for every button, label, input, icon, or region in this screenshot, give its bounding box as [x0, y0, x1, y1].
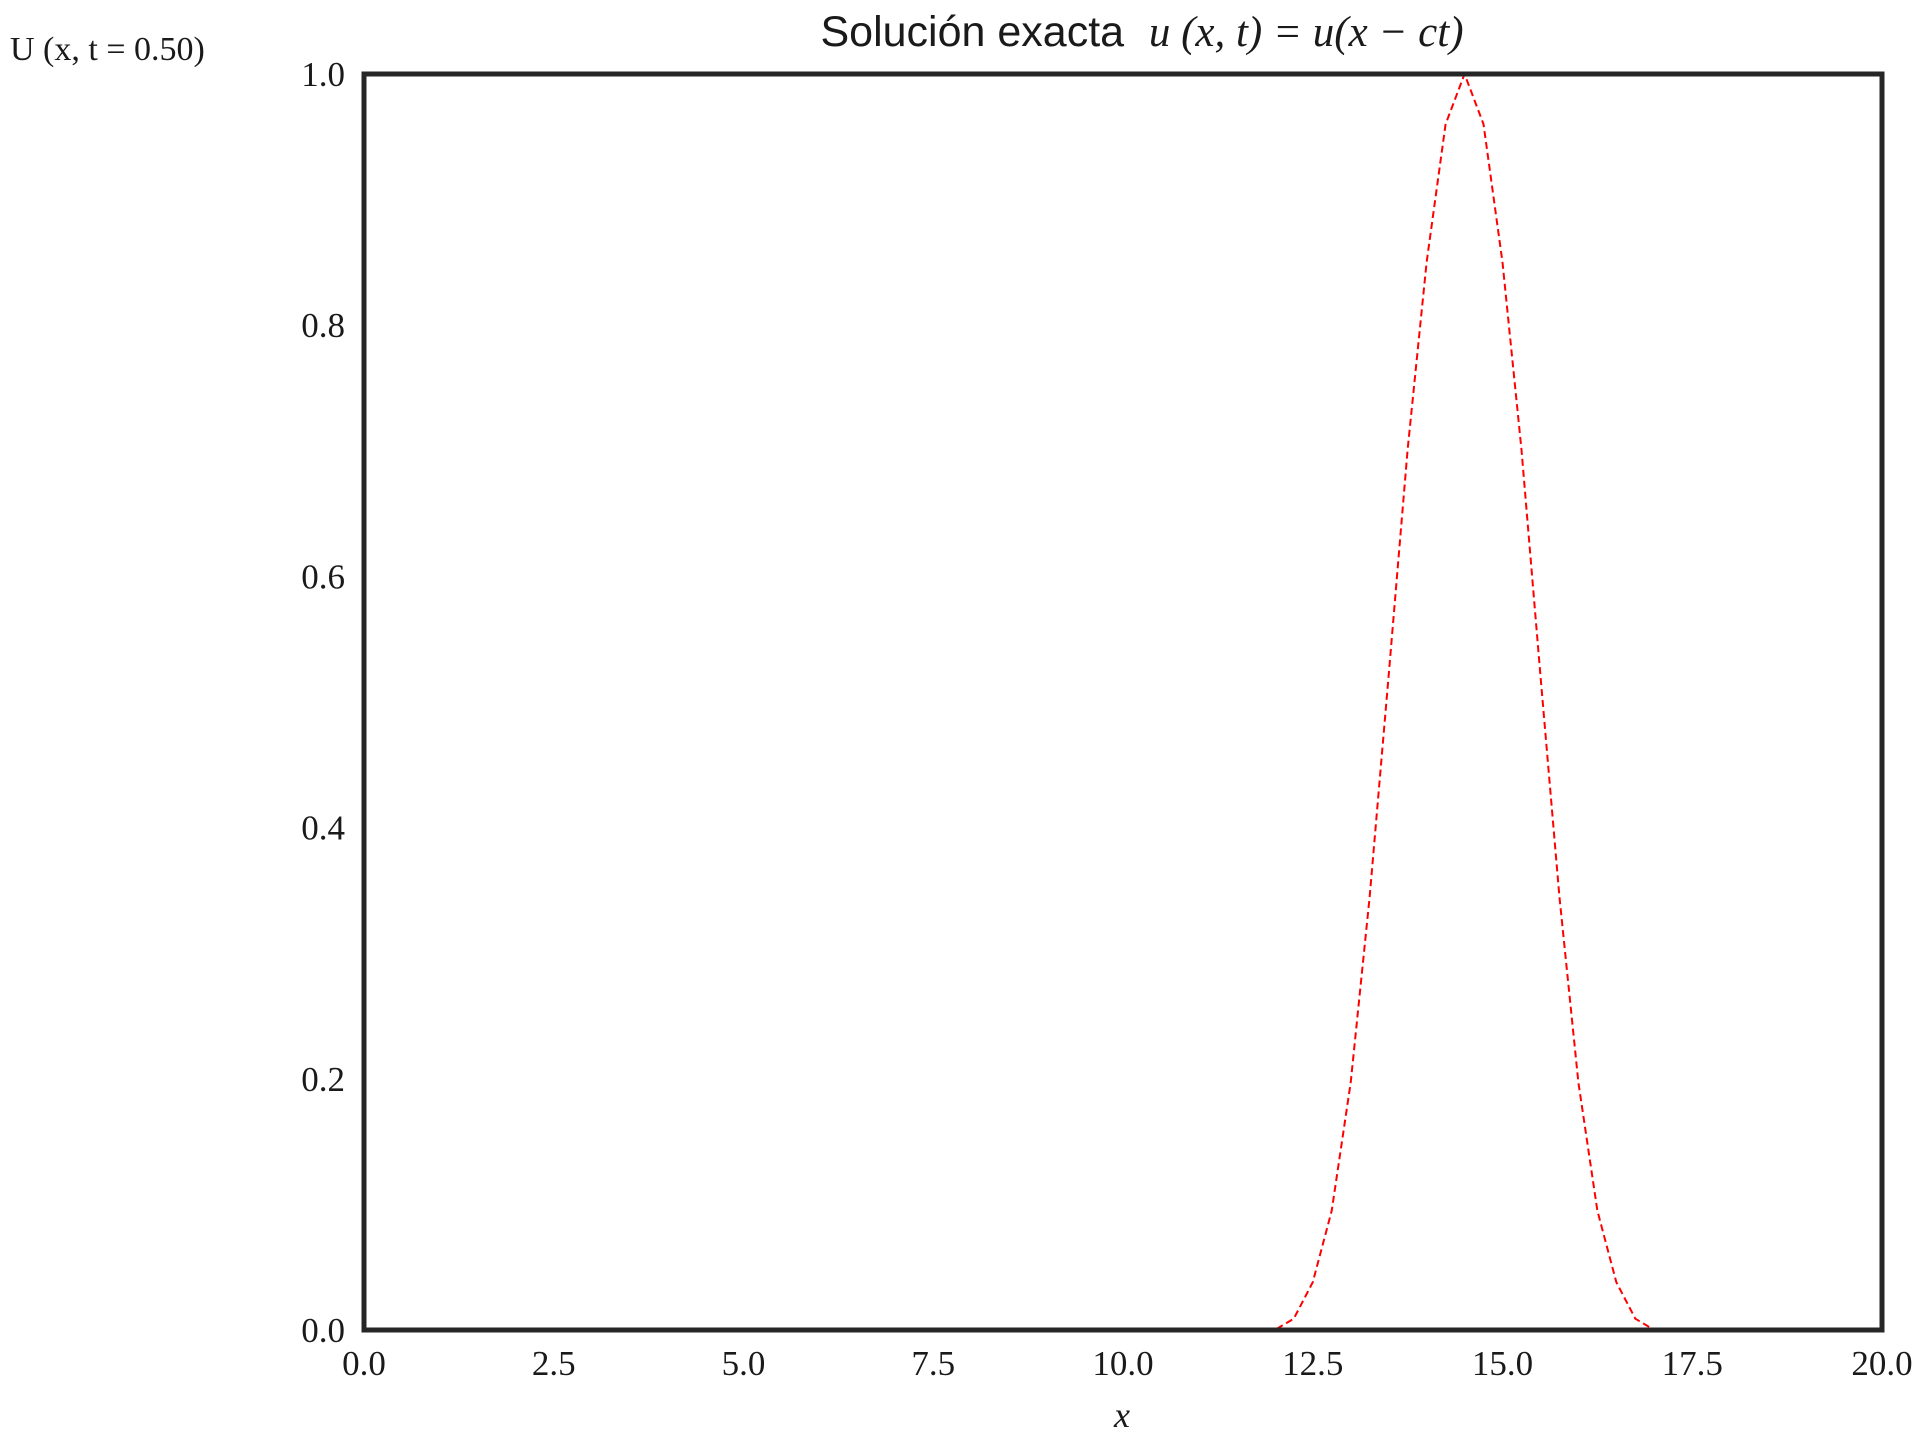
y-tick-label: 1.0 [301, 55, 345, 94]
x-tick-label: 5.0 [722, 1344, 766, 1383]
x-tick-label: 2.5 [532, 1344, 576, 1383]
x-tick-label: 15.0 [1472, 1344, 1533, 1383]
plot-area [364, 74, 1882, 1330]
chart-title-math: u (x, t) = u(x − ct) [1149, 9, 1464, 56]
x-tick-label: 0.0 [342, 1344, 386, 1383]
y-tick-label: 0.2 [301, 1060, 345, 1099]
plot-frame [361, 71, 1885, 1333]
y-tick-labels: 0.0 0.2 0.4 0.6 0.8 1.0 [301, 55, 345, 1350]
x-axis-label: x [1113, 1395, 1130, 1435]
x-tick-label: 17.5 [1662, 1344, 1723, 1383]
y-tick-label: 0.8 [301, 306, 345, 345]
x-tick-label: 10.0 [1092, 1344, 1153, 1383]
y-tick-label: 0.0 [301, 1311, 345, 1350]
chart-title-text: Solución exacta [820, 8, 1124, 56]
y-tick-label: 0.6 [301, 557, 345, 596]
y-axis-label: U (x, t = 0.50) [10, 31, 205, 68]
y-tick-label: 0.4 [301, 809, 345, 848]
x-tick-label: 7.5 [911, 1344, 955, 1383]
x-tick-labels: 0.0 2.5 5.0 7.5 10.0 12.5 15.0 17.5 20.0 [342, 1344, 1913, 1383]
x-tick-label: 20.0 [1851, 1344, 1912, 1383]
x-tick-label: 12.5 [1282, 1344, 1343, 1383]
chart-title: Solución exacta u (x, t) = u(x − ct) [820, 8, 1463, 56]
